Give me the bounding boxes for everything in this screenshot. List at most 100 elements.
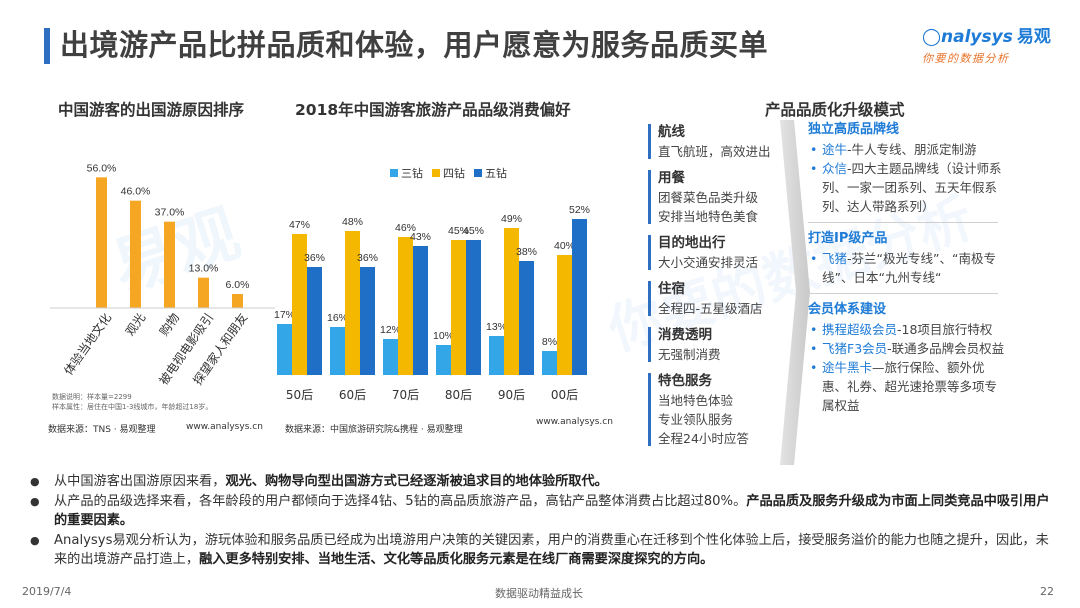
service-dimension-detail: 无强制消费 bbox=[658, 347, 721, 362]
age-group-label: 50后 bbox=[286, 388, 313, 402]
upgrade-mode-heading: 会员体系建设 bbox=[808, 302, 887, 317]
service-dimension-heading: 航线 bbox=[658, 124, 685, 140]
tier-value-label: 38% bbox=[516, 246, 537, 258]
tier-bar bbox=[572, 219, 587, 375]
service-dimension-item: 目的地出行大小交通安排灵活 bbox=[648, 233, 788, 272]
tier-value-label: 36% bbox=[357, 252, 378, 264]
right-panel-title: 产品品质化升级模式 bbox=[765, 101, 905, 119]
chart-note-2: 样本属性：居住在中国1-3线城市，年龄超过18岁。 bbox=[52, 403, 213, 411]
age-group-label: 80后 bbox=[445, 388, 472, 402]
left-chart-title: 中国游客的出国游原因排序 bbox=[58, 101, 245, 119]
tier-bar bbox=[292, 234, 307, 375]
legend-label: 五钻 bbox=[485, 166, 507, 180]
upgrade-mode-panel: 独立高质品牌线途牛-牛人专线、朋派定制游众信-四大主题品牌线（设计师系列、一家一… bbox=[808, 118, 1008, 415]
age-group-label: 00后 bbox=[551, 388, 578, 402]
title-accent-bar bbox=[44, 28, 50, 64]
upgrade-mode-item: 众信-四大主题品牌线（设计师系列、一家一团系列、五天年假系列、达人带路系列） bbox=[808, 159, 1008, 216]
upgrade-mode-item: 飞猪-芬兰“极光专线”、“南极专线”、日本“九州专线“ bbox=[808, 249, 1008, 287]
bullet-emphasis: 产品品质及服务升级成为市面上同类竞品中吸引用户的重要因素。 bbox=[54, 493, 1050, 529]
tier-bar bbox=[330, 327, 345, 375]
page-number: 22 bbox=[1040, 585, 1054, 598]
bullet-text: Analysys易观分析认为，游玩体验和服务品质已经成为出境游用户决策的关键因素… bbox=[54, 532, 1049, 568]
tier-value-label: 8% bbox=[542, 336, 557, 348]
service-dimension-item: 消费透明 无强制消费 bbox=[648, 325, 788, 364]
middle-chart-title: 2018年中国游客旅游产品品级消费偏好 bbox=[295, 101, 571, 119]
reasons-bar-chart: 56.0%体验当地文化46.0%观光37.0%购物13.0%被电视电影吸引6.0… bbox=[50, 162, 275, 388]
upgrade-mode-heading: 独立高质品牌线 bbox=[808, 122, 900, 137]
summary-bullet: 从中国游客出国游原因来看，观光、购物导向型出国游方式已经逐渐被追求目的地体验所取… bbox=[28, 472, 1058, 492]
divider bbox=[808, 293, 998, 294]
tier-value-label: 52% bbox=[569, 204, 590, 216]
reason-category-label: 观光 bbox=[123, 311, 148, 339]
analysys-logo: ◯nalysys 易观 你要的数据分析 bbox=[922, 22, 1072, 70]
tier-bar bbox=[557, 255, 572, 375]
mid-chart-source: 数据来源：中国旅游研究院&携程 · 易观整理 bbox=[285, 425, 463, 435]
age-group-label: 60后 bbox=[339, 388, 366, 402]
reason-bar bbox=[198, 277, 209, 308]
logo-text-cn: 易观 bbox=[1016, 27, 1051, 47]
tier-bar bbox=[398, 237, 413, 375]
service-dimension-detail: 直飞航班，高效进出 bbox=[658, 144, 771, 159]
service-dimension-detail: 大小交通安排灵活 bbox=[658, 255, 759, 270]
tier-value-label: 10% bbox=[433, 330, 454, 342]
legend-swatch bbox=[474, 169, 482, 177]
tier-value-label: 46% bbox=[395, 222, 416, 234]
upgrade-mode-item: 途牛-牛人专线、朋派定制游 bbox=[808, 140, 1008, 159]
logo-text-en: nalysys bbox=[941, 27, 1013, 47]
tier-preference-bar-chart: 三钻 四钻 五钻 17% 47% 36% 50后 16% 48% 36% 60后 12% 46%43% 7… bbox=[274, 166, 590, 402]
service-dimension-item: 特色服务 当地特色体验 专业领队服务 全程24小时应答 bbox=[648, 371, 788, 448]
service-dimension-detail: 团餐菜色品类升级 bbox=[658, 190, 759, 205]
mid-chart-site: www.analysys.cn bbox=[536, 417, 613, 427]
reason-bar bbox=[96, 177, 107, 308]
legend-swatch bbox=[390, 169, 398, 177]
logo-a-icon: ◯ bbox=[922, 27, 942, 47]
age-group-label: 70后 bbox=[392, 388, 419, 402]
left-chart-source: 数据来源：TNS · 易观整理 bbox=[48, 425, 156, 435]
tier-value-label: 36% bbox=[304, 252, 325, 264]
summary-bullet: Analysys易观分析认为，游玩体验和服务品质已经成为出境游用户决策的关键因素… bbox=[28, 531, 1058, 570]
reason-bar bbox=[164, 221, 175, 308]
tier-value-label: 48% bbox=[342, 216, 363, 228]
bullet-text: 从产品的品级选择来看，各年龄段的用户都倾向于选择4钻、5钻的高品质旅游产品，高钻… bbox=[54, 493, 747, 509]
service-dimension-detail: 全程24小时应答 bbox=[658, 431, 749, 446]
upgrade-mode-item: 飞猪F3会员-联通多品牌会员权益 bbox=[808, 339, 1008, 358]
service-dimension-detail: 专业领队服务 bbox=[658, 412, 734, 427]
reason-value-label: 6.0% bbox=[226, 279, 250, 291]
service-dimension-detail: 当地特色体验 bbox=[658, 393, 734, 408]
tier-bar bbox=[466, 240, 481, 375]
bullet-emphasis: 融入更多特别安排、当地生活、文化等品质化服务元素是在线厂商需要深度探究的方向。 bbox=[199, 552, 714, 567]
brand-name: 飞猪 bbox=[822, 251, 848, 266]
reason-value-label: 46.0% bbox=[121, 186, 151, 198]
reason-bar bbox=[232, 294, 243, 308]
bullet-emphasis: 观光、购物导向型出国游方式已经逐渐被追求目的地体验所取代。 bbox=[225, 474, 608, 489]
brand-description: -四大主题品牌线（设计师系列、一家一团系列、五天年假系列、达人带路系列） bbox=[822, 161, 1002, 214]
tier-value-label: 16% bbox=[327, 312, 348, 324]
reason-bar bbox=[130, 200, 141, 308]
tier-bar bbox=[413, 246, 428, 375]
tier-value-label: 40% bbox=[554, 240, 575, 252]
service-dimension-heading: 消费透明 bbox=[658, 327, 712, 343]
brand-name: 众信 bbox=[822, 161, 848, 176]
age-group-label: 90后 bbox=[498, 388, 525, 402]
service-dimension-heading: 目的地出行 bbox=[658, 235, 726, 251]
brand-description: -牛人专线、朋派定制游 bbox=[847, 142, 977, 157]
reason-value-label: 37.0% bbox=[155, 207, 185, 219]
chart-note-1: 数据说明：样本量=2299 bbox=[52, 393, 132, 401]
brand-description: -联通多品牌会员权益 bbox=[887, 341, 1005, 356]
chevron-arrow-icon bbox=[780, 120, 810, 465]
brand-description: -18项目旅行特权 bbox=[897, 322, 993, 337]
tier-bar bbox=[451, 240, 466, 375]
tier-bar bbox=[307, 267, 322, 375]
legend-swatch bbox=[432, 169, 440, 177]
summary-bullets: 从中国游客出国游原因来看，观光、购物导向型出国游方式已经逐渐被追求目的地体验所取… bbox=[28, 472, 1058, 570]
upgrade-mode-heading: 打造IP级产品 bbox=[808, 231, 888, 246]
legend-label: 四钻 bbox=[443, 166, 465, 180]
tier-value-label: 17% bbox=[274, 309, 295, 321]
service-dimension-detail: 安排当地特色美食 bbox=[658, 209, 759, 224]
tier-bar bbox=[436, 345, 451, 375]
service-dimension-item: 用餐团餐菜色品类升级 安排当地特色美食 bbox=[648, 168, 788, 226]
service-dimension-heading: 用餐 bbox=[658, 170, 685, 186]
service-dimension-heading: 住宿 bbox=[658, 281, 685, 297]
logo-slogan: 你要的数据分析 bbox=[922, 52, 1010, 65]
service-dimension-detail: 全程四-五星级酒店 bbox=[658, 301, 763, 316]
